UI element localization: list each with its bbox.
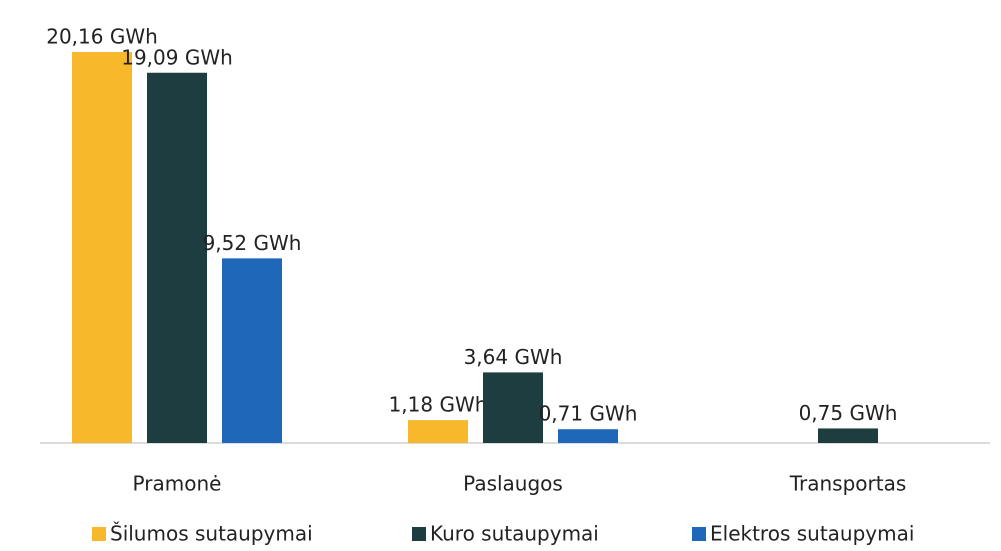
legend-swatch bbox=[92, 527, 106, 541]
data-label: 1,18 GWh bbox=[389, 393, 488, 417]
data-label: 0,71 GWh bbox=[539, 402, 638, 426]
bar bbox=[408, 420, 468, 443]
x-tick-label: Pramonė bbox=[133, 472, 222, 496]
bar bbox=[818, 428, 878, 443]
legend-label: Elektros sutaupymai bbox=[710, 522, 914, 546]
legend-label: Šilumos sutaupymai bbox=[110, 522, 313, 546]
bar bbox=[147, 72, 207, 444]
legend-swatch bbox=[412, 527, 426, 541]
x-tick-label: Transportas bbox=[789, 472, 907, 496]
legend-swatch bbox=[692, 527, 706, 541]
bar bbox=[483, 372, 543, 443]
x-tick-label: Paslaugos bbox=[463, 472, 563, 496]
data-label: 3,64 GWh bbox=[464, 345, 563, 369]
data-label: 9,52 GWh bbox=[203, 231, 302, 255]
bar bbox=[558, 429, 618, 443]
bar bbox=[72, 52, 132, 443]
bar bbox=[222, 258, 282, 443]
data-label: 0,75 GWh bbox=[799, 401, 898, 425]
data-label: 19,09 GWh bbox=[121, 45, 233, 69]
legend-label: Kuro sutaupymai bbox=[430, 522, 599, 546]
data-label: 20,16 GWh bbox=[46, 25, 158, 49]
